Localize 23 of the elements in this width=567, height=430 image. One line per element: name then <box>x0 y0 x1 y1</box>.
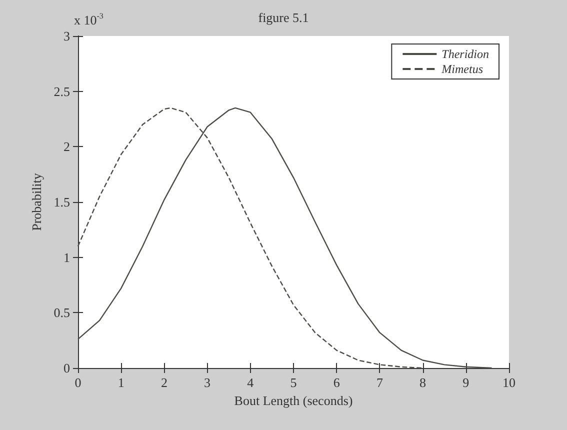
x-tick-label: 2 <box>160 375 168 390</box>
y-tick-label: 1.5 <box>54 194 70 210</box>
chart-title: figure 5.1 <box>258 10 309 25</box>
x-tick-label: 7 <box>376 375 384 390</box>
y-tick-label: 2 <box>64 139 70 154</box>
y-tick-label: 2.5 <box>54 84 70 99</box>
y-tick-label: 3 <box>64 28 70 44</box>
x-tick-label: 1 <box>118 375 124 390</box>
x-tick-label: 4 <box>247 375 254 390</box>
x-tick-label: 9 <box>462 375 470 390</box>
x-tick-label: 0 <box>74 375 82 390</box>
y-tick-label: 1 <box>64 250 70 265</box>
legend-label: Theridion <box>442 47 490 61</box>
y-axis-title: Probability <box>28 172 44 231</box>
x-tick-label: 10 <box>502 375 516 390</box>
legend-label: Mimetus <box>440 62 484 76</box>
y-tick-label: 0.5 <box>54 305 70 320</box>
x-axis-title: Bout Length (seconds) <box>234 393 353 408</box>
x-tick-label: 6 <box>333 375 340 390</box>
y-tick-label: 0 <box>64 360 70 376</box>
x-tick-label: 3 <box>204 375 211 390</box>
x-tick-label: 8 <box>420 375 426 390</box>
x-tick-label: 5 <box>290 375 297 390</box>
